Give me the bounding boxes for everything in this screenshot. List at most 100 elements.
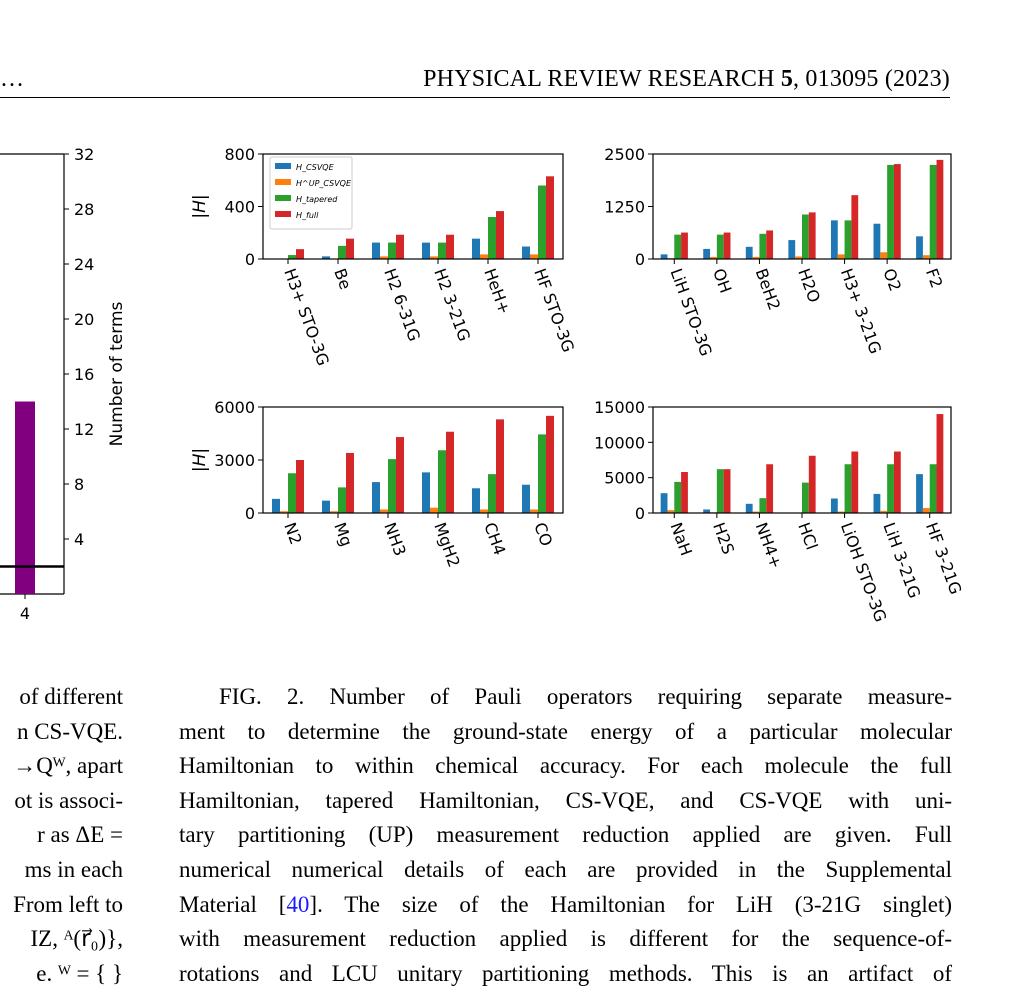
bar-full: [723, 232, 731, 259]
ytick-label: 5000: [604, 469, 645, 488]
bar-csvqe_up: [330, 511, 338, 513]
legend-label: H_tapered: [296, 195, 338, 204]
caption-line: Hamiltonian, tapered Hamiltonian, CS-VQE…: [179, 787, 952, 813]
left-panel: 32 28 24 20 16 12 8 4 4 Number of terms: [0, 145, 127, 623]
bar-tapered: [288, 255, 296, 259]
ytick-label: 1250: [604, 198, 645, 217]
bar-csvqe: [522, 484, 530, 513]
bar-csvqe_up: [480, 509, 488, 513]
bar-csvqe: [372, 242, 380, 259]
bar-tapered: [538, 434, 546, 513]
bar-full: [446, 234, 454, 259]
legend-swatch: [275, 211, 291, 217]
bar-tapered: [538, 185, 546, 259]
left-panel-ytick-label: 4: [74, 530, 84, 549]
bar-tapered: [338, 245, 346, 259]
xtick-label: NH3: [380, 520, 410, 559]
left-column-text: of different n CS-VQE. →Qᵂ, apart ot is ass…: [0, 680, 123, 991]
caption-line: FIG. 2. Number of Pauli operators requir…: [219, 684, 952, 709]
legend-label: H^UP_CSVQE: [296, 179, 352, 188]
ytick-label: 0: [635, 250, 645, 269]
bar-csvqe: [830, 220, 838, 259]
ytick-label: 0: [245, 250, 255, 269]
bar-full: [893, 164, 901, 259]
xtick-label: CO: [530, 520, 556, 549]
bar-full: [766, 464, 774, 513]
left-panel-ytick-label: 24: [74, 255, 94, 274]
xtick-label: CH4: [480, 520, 509, 558]
left-text-line: of different: [19, 684, 123, 709]
bar-csvqe: [916, 474, 923, 513]
bar-tapered: [759, 498, 767, 513]
bar-tapered: [802, 214, 809, 259]
bar-csvqe: [703, 248, 711, 259]
bar-csvqe_up: [710, 256, 717, 259]
ytick-label: 2500: [604, 145, 645, 164]
bar-csvqe: [745, 503, 753, 513]
bar-csvqe_up: [667, 510, 675, 513]
bar-csvqe: [660, 493, 668, 513]
xtick-label: H2S: [709, 520, 738, 557]
bar-csvqe_up: [380, 509, 388, 513]
bar-tapered: [488, 217, 496, 259]
running-header-left: …: [0, 66, 24, 92]
header-rule: [0, 97, 950, 98]
bar-tapered: [844, 464, 852, 513]
bar-tapered: [438, 242, 446, 259]
xtick-label: MgH2: [430, 520, 464, 570]
bar-full: [808, 212, 816, 259]
bar-tapered: [929, 164, 937, 259]
bar-full: [496, 419, 504, 513]
bar-tapered: [844, 220, 852, 259]
left-panel-bar: [15, 401, 35, 594]
xtick-label: H3+ 3-21G: [837, 266, 885, 357]
bar-full: [936, 159, 944, 259]
caption-line: numerical numerical details of each are …: [179, 856, 952, 882]
running-header: PHYSICAL REVIEW RESEARCH 5, 013095 (2023…: [423, 66, 950, 92]
bar-chart-4: 0 5000 10000 15000 NaH H2S NH4+ HCl LiOH STO-3GL…: [594, 398, 965, 624]
ytick-label: 6000: [214, 398, 255, 417]
bar-csvqe: [873, 223, 881, 259]
bar-csvqe_up: [752, 256, 760, 259]
bar-tapered: [716, 234, 724, 259]
bar-csvqe: [372, 482, 380, 513]
figure-caption: FIG. 2. Number of Pauli operators requir…: [179, 680, 952, 991]
bar-csvqe: [788, 240, 796, 259]
bar-csvqe: [422, 472, 430, 513]
left-panel-ytick-label: 32: [74, 145, 94, 164]
left-panel-ytick-label: 28: [74, 200, 94, 219]
left-text-line: n CS-VQE.: [16, 718, 123, 744]
left-text-line: From left to: [13, 891, 123, 917]
citation-link[interactable]: 40: [286, 891, 310, 917]
bar-tapered: [488, 474, 496, 513]
bar-full: [851, 195, 859, 259]
xtick-label: H2 3-21G: [430, 266, 474, 344]
bar-csvqe_up: [837, 511, 845, 513]
bar-csvqe: [745, 246, 753, 259]
bar-full: [808, 455, 816, 513]
bar-csvqe_up: [530, 254, 538, 259]
bar-full: [936, 414, 944, 513]
bar-csvqe: [272, 498, 280, 513]
bar-csvqe: [422, 242, 430, 259]
bar-csvqe_up: [922, 508, 930, 513]
left-text-line: ms in each: [24, 856, 123, 882]
left-panel-ytick-label: 20: [74, 310, 94, 329]
bar-csvqe: [522, 246, 530, 259]
left-text-line: r as ΔE =: [37, 822, 123, 848]
ytick-label: 0: [245, 504, 255, 523]
figure-2: 32 28 24 20 16 12 8 4 4 Number of terms 0 400 800…: [0, 145, 965, 624]
caption-line: ment to determine the ground-state energ…: [179, 718, 952, 744]
left-panel-ytick-label: 8: [74, 475, 84, 494]
xtick-label: H3+ STO-3G: [280, 266, 333, 368]
bar-csvqe: [830, 498, 838, 513]
bar-full: [446, 431, 454, 513]
bar-csvqe_up: [530, 509, 538, 513]
bar-full: [546, 176, 554, 259]
caption-line: tary partitioning (UP) measurement reduc…: [179, 822, 952, 848]
caption-line: Hamiltonian to within chemical accuracy.…: [179, 753, 952, 779]
ylabel: |H|: [190, 194, 210, 218]
bar-csvqe: [873, 493, 881, 513]
